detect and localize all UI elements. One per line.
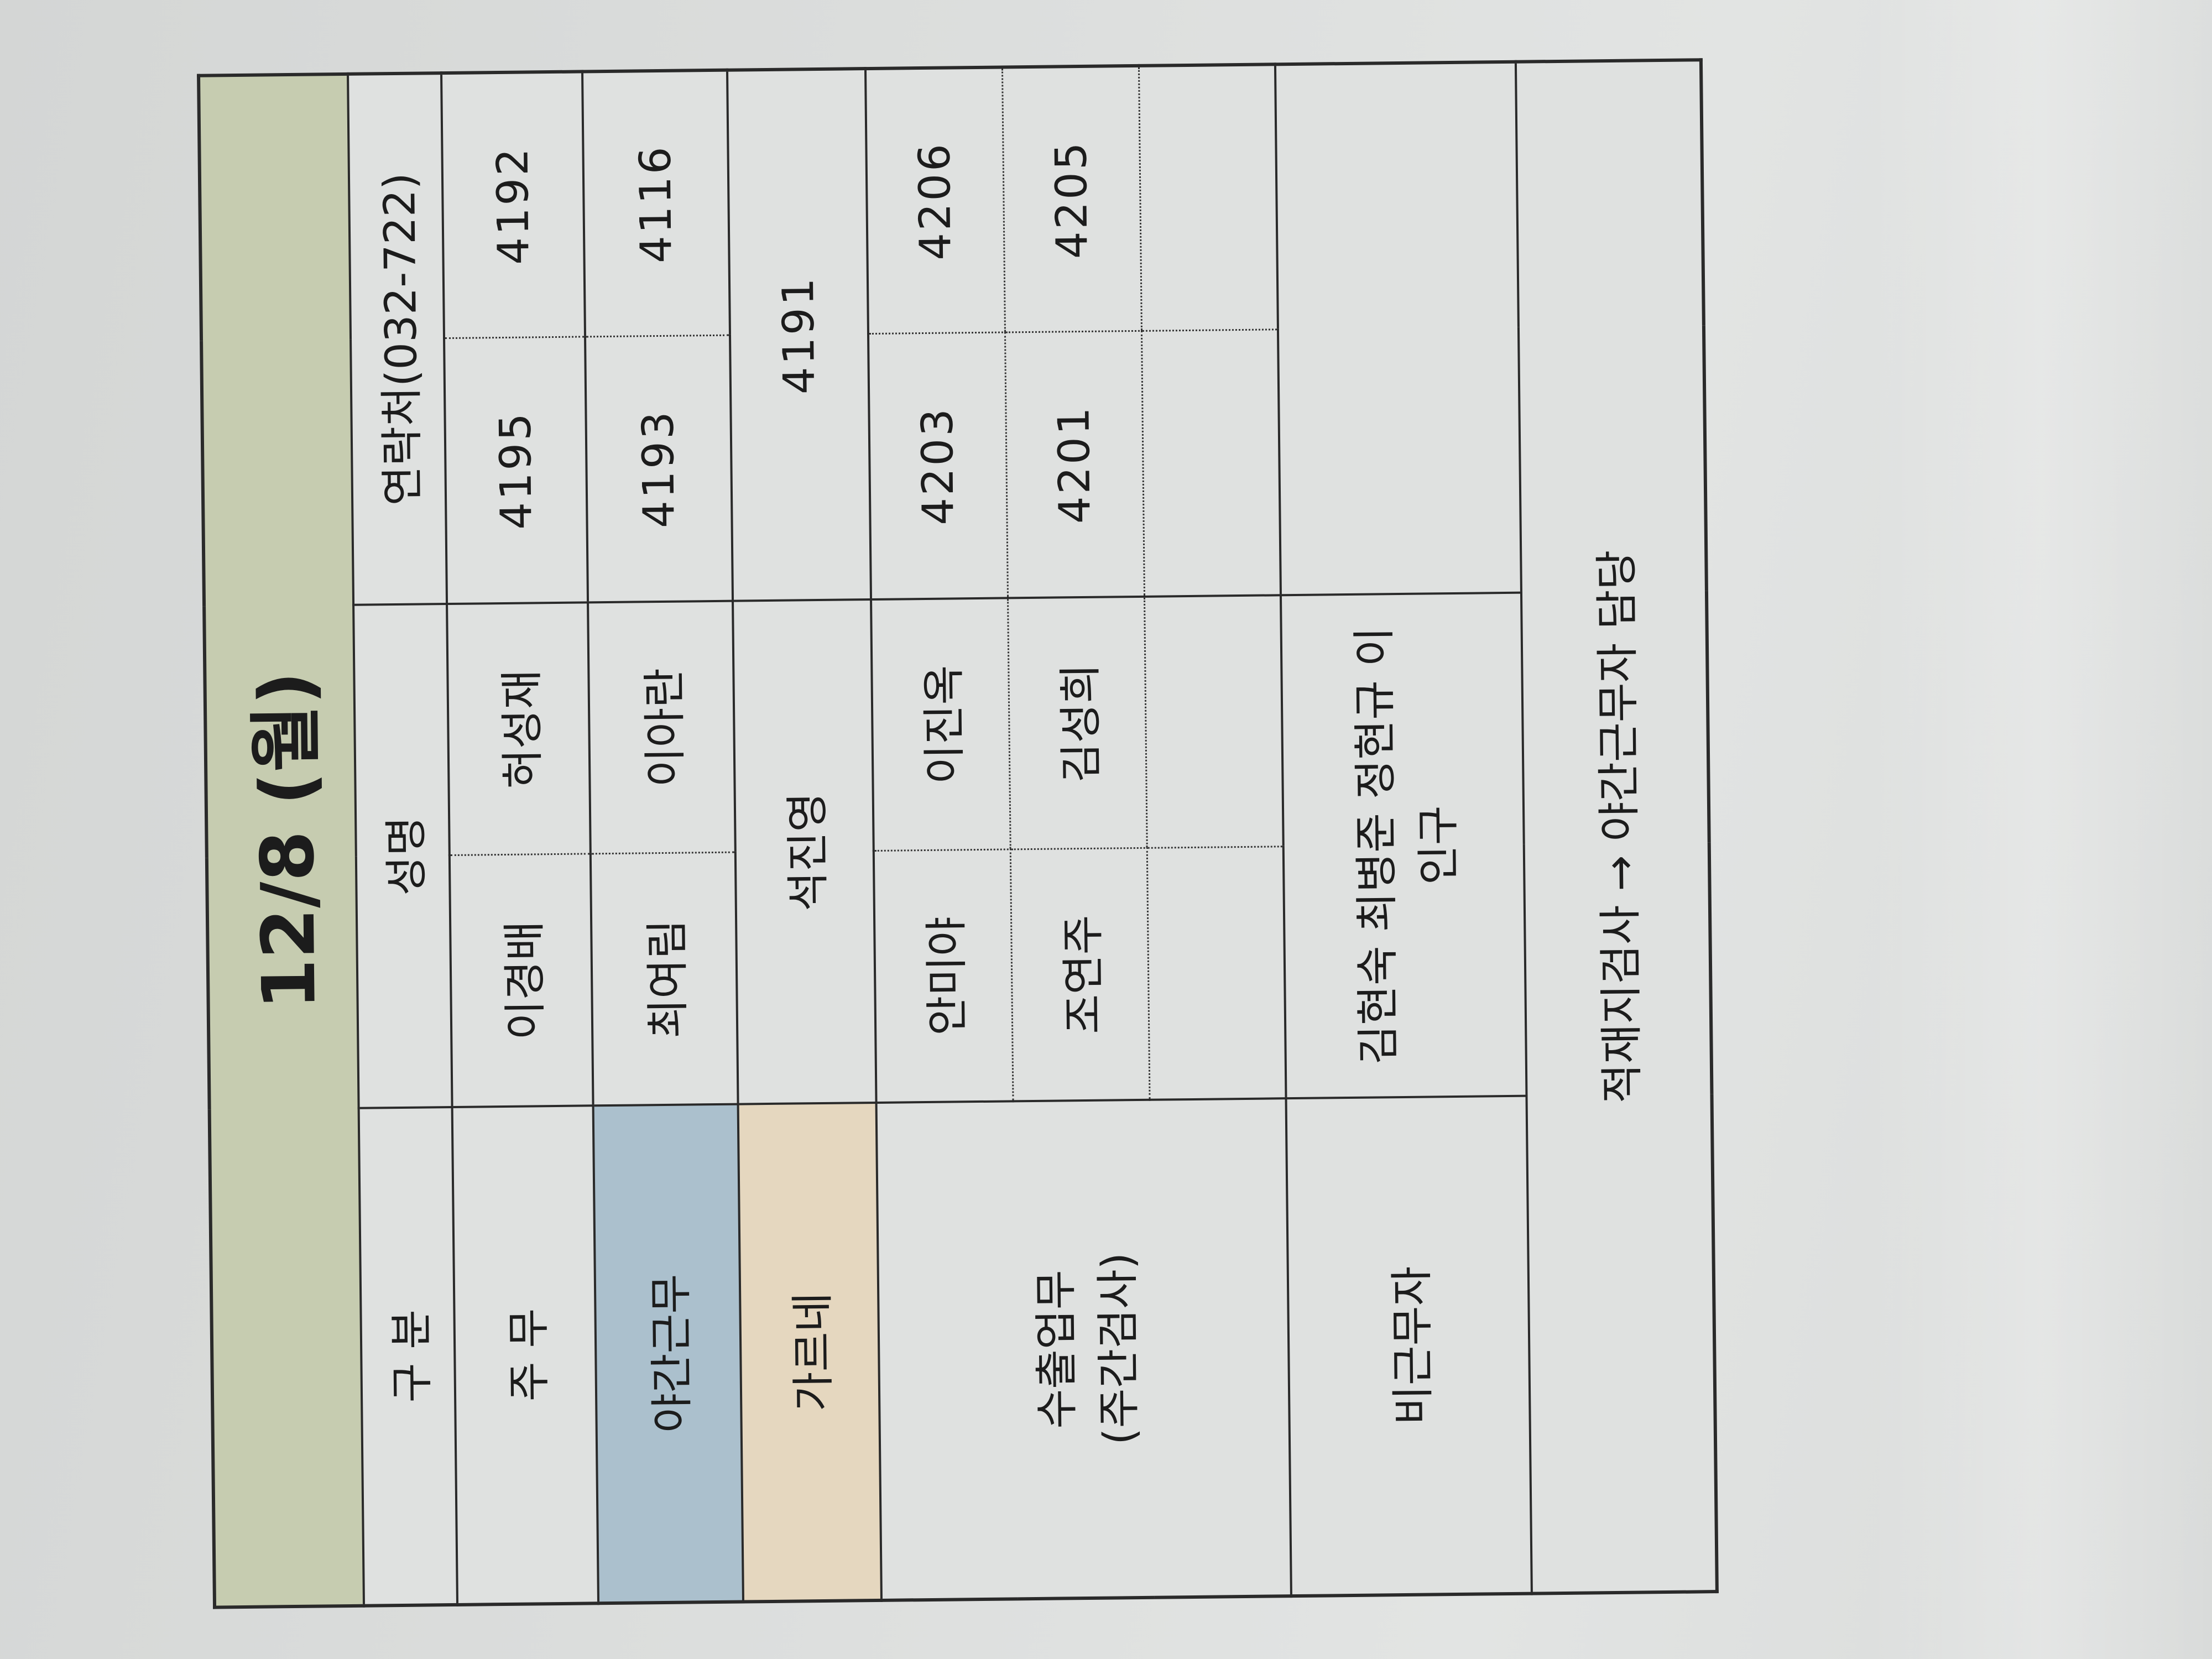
empty-cell — [1138, 64, 1278, 331]
header-category: 구 분 — [358, 1107, 458, 1606]
header-name: 성명 — [353, 604, 452, 1108]
extension-number: 4192 — [441, 71, 586, 339]
table-row-night-shift: 야간근무 최여림 이아란 4193 4116 — [582, 70, 743, 1604]
person-name: 이경배 — [449, 854, 593, 1107]
person-name: 최여림 — [590, 852, 738, 1106]
person-name: 이아란 — [588, 601, 735, 854]
extension-number: 4205 — [1001, 65, 1141, 333]
off-duty-names: 김현숙 최병준 정현규 이 인구 — [1280, 592, 1527, 1099]
person-name: 안미야 — [873, 849, 1013, 1103]
table-row-garne: 가르네 석진영 4191 — [727, 69, 881, 1602]
person-name: 조연주 — [1010, 848, 1150, 1102]
duty-schedule-table: 12/8 (월) 구 분 성명 연락처(032-722) 주 무 이경배 허성재… — [197, 58, 1719, 1609]
row-label-off-duty: 비근무자 — [1286, 1095, 1532, 1597]
background-light-reflection — [1869, 0, 2212, 1659]
table-row-export-1: 수출업무 (주간검사) 안미야 이진옥 4203 4206 — [865, 67, 1291, 1600]
off-duty-names-line2: 인구 — [1413, 805, 1464, 885]
footer-note: 적재지검사 → 야간근무자 담당 — [1515, 60, 1717, 1594]
extension-number: 4191 — [727, 69, 872, 601]
table-row-off-duty: 비근무자 김현숙 최병준 정현규 이 인구 — [1275, 61, 1532, 1597]
extension-number: 4203 — [868, 332, 1008, 600]
empty-cell — [1144, 595, 1284, 848]
person-name: 김성희 — [1008, 596, 1147, 850]
schedule-date-title: 12/8 (월) — [199, 74, 364, 1608]
header-contact: 연락처(032-722) — [348, 73, 447, 605]
row-label-export: 수출업무 (주간검사) — [876, 1098, 1291, 1600]
export-label-line1: 수출업무 — [1031, 1270, 1083, 1430]
extension-number: 4193 — [585, 335, 733, 603]
extension-number: 4195 — [444, 337, 588, 604]
off-duty-names-line1: 김현숙 최병준 정현규 이 — [1349, 627, 1404, 1065]
empty-cell — [1275, 61, 1521, 596]
export-label-line2: (주간검사) — [1092, 1252, 1145, 1446]
extension-number: 4116 — [582, 70, 731, 337]
extension-number: 4201 — [1004, 331, 1144, 598]
row-label-night-shift: 야간근무 — [593, 1104, 743, 1604]
table-row-main-duty: 주 무 이경배 허성재 4195 4192 — [441, 71, 599, 1605]
row-label-main-duty: 주 무 — [452, 1105, 599, 1605]
empty-cell — [1141, 330, 1281, 597]
empty-cell — [1146, 847, 1286, 1100]
person-name: 석진영 — [733, 599, 877, 1104]
extension-number: 4206 — [865, 67, 1005, 335]
row-label-garne: 가르네 — [738, 1102, 881, 1602]
duty-schedule-sheet: 12/8 (월) 구 분 성명 연락처(032-722) 주 무 이경배 허성재… — [197, 58, 1719, 1609]
person-name: 허성재 — [447, 602, 591, 856]
person-name: 이진옥 — [871, 598, 1010, 851]
